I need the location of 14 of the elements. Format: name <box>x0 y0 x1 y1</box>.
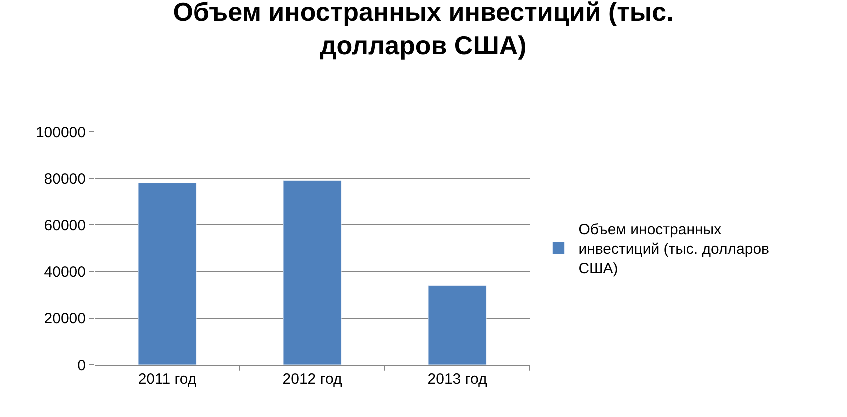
x-tick-label: 2012 год <box>282 371 342 388</box>
bar <box>283 180 342 365</box>
y-tick-label: 0 <box>78 357 86 374</box>
y-tick-label: 80000 <box>44 170 86 188</box>
x-tick-label: 2013 год <box>428 371 488 388</box>
y-tick-label: 20000 <box>44 310 86 328</box>
chart-title: Объем иностранных инвестиций (тыс. долларов США) <box>173 0 674 61</box>
y-tick-label: 60000 <box>44 217 86 234</box>
bar <box>428 286 487 365</box>
x-tick-label: 2011 год <box>138 371 197 388</box>
legend-label: Объем иностранных инвестиций (тыс. долларов США) <box>578 222 770 278</box>
y-tick-label: 100000 <box>36 124 86 142</box>
bar <box>138 183 197 365</box>
y-tick-label: 40000 <box>44 264 86 282</box>
